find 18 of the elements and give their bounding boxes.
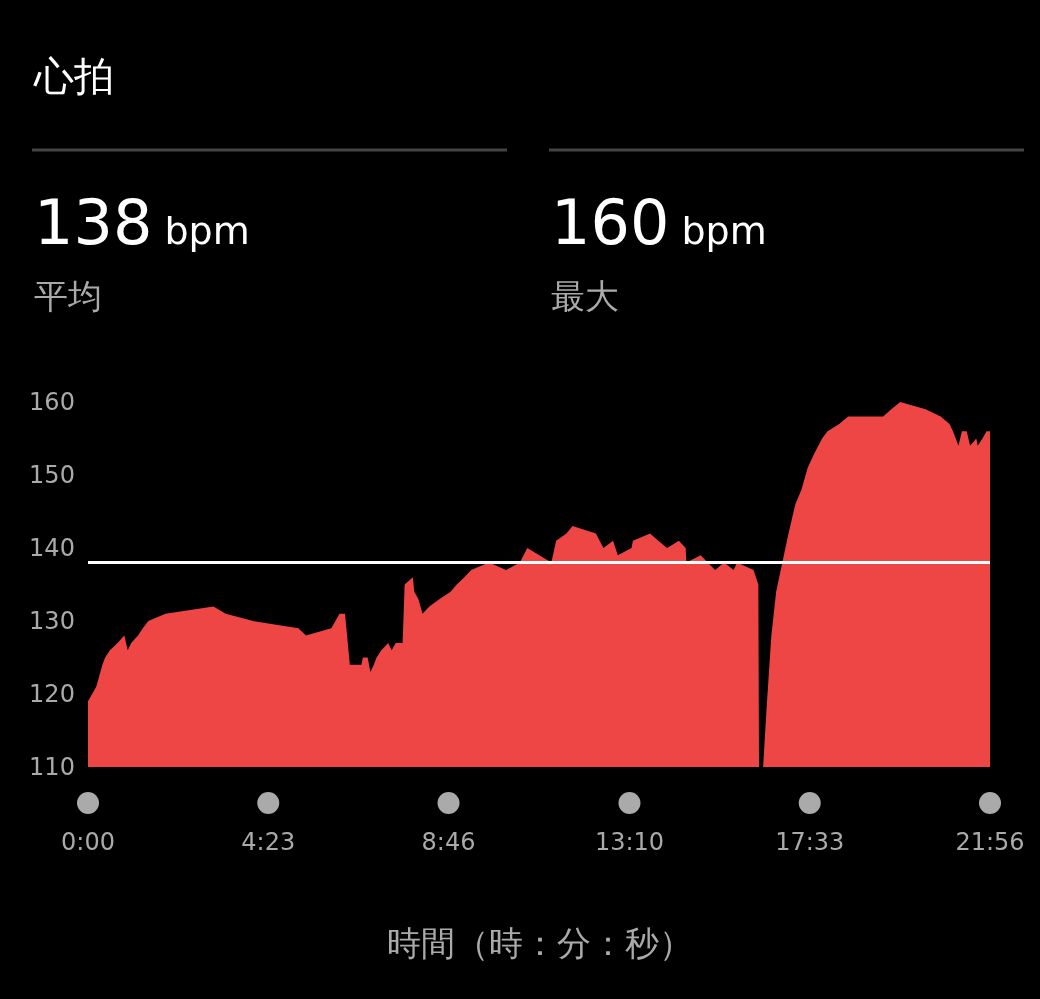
x-axis-title: 時間（時：分：秒） [387, 923, 693, 963]
y-tick-label: 150 [29, 461, 75, 489]
x-tick-label: 0:00 [61, 828, 115, 856]
x-tick-label: 17:33 [775, 828, 845, 856]
chart-title: 心拍 [33, 53, 114, 99]
text: 138 bpm [34, 186, 250, 259]
text: 160 bpm [551, 186, 767, 259]
x-tick-label: 8:46 [421, 828, 476, 856]
x-tick-label: 21:56 [955, 828, 1025, 856]
y-tick-label: 120 [29, 680, 75, 708]
text: 平均 [34, 276, 102, 316]
text: 最大 [551, 276, 619, 316]
y-tick-label: 110 [29, 753, 75, 781]
y-tick-label: 160 [29, 388, 75, 416]
x-tick-label: 4:23 [241, 828, 296, 856]
y-tick-label: 130 [29, 607, 75, 635]
y-tick-label: 140 [29, 534, 75, 562]
x-tick-label: 13:10 [594, 828, 665, 856]
